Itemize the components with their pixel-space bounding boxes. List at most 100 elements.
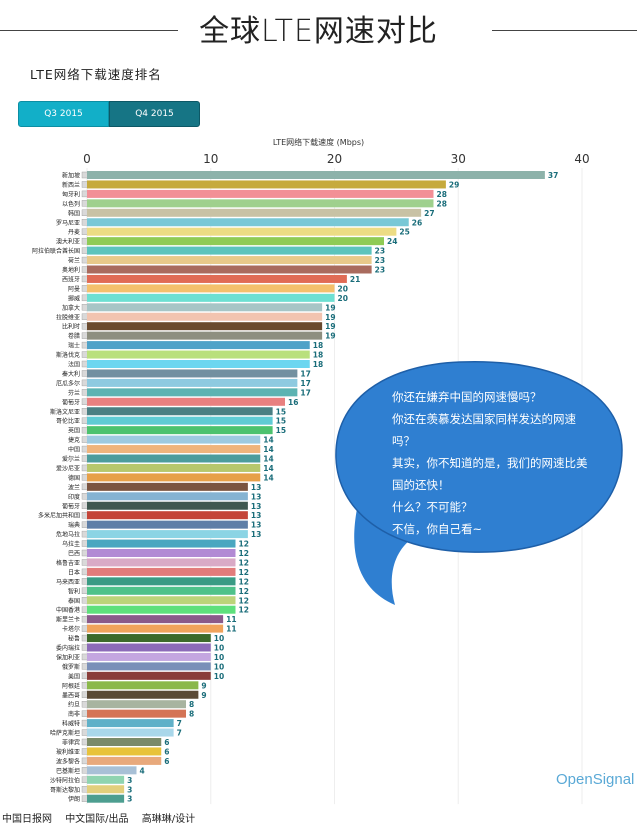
bar — [87, 189, 434, 198]
country-label: 爱沙尼亚 — [56, 464, 80, 472]
country-label: 阿拉伯联合酋长国 — [32, 247, 80, 255]
bar — [87, 369, 298, 378]
value-label: 15 — [276, 426, 286, 435]
bar — [87, 237, 384, 246]
country-label: 比利时 — [62, 323, 80, 331]
country-label: 荷兰 — [68, 257, 80, 265]
value-label: 13 — [251, 502, 261, 511]
value-label: 10 — [214, 644, 224, 653]
value-label: 14 — [263, 464, 273, 473]
country-label: 匈牙利 — [62, 190, 80, 198]
country-label: 巴基斯坦 — [56, 767, 80, 775]
bar — [87, 549, 236, 557]
bar — [87, 624, 224, 633]
bar — [87, 435, 261, 444]
bubble-line: 吗？ — [392, 434, 415, 448]
bar — [87, 492, 248, 501]
country-label: 葡萄牙 — [62, 502, 80, 510]
country-label: 沙特阿拉伯 — [50, 776, 80, 784]
bar — [87, 416, 273, 425]
country-label: 斯洛文尼亚 — [50, 408, 80, 416]
country-label: 泰国 — [68, 597, 80, 605]
bar — [87, 756, 162, 765]
bar — [87, 473, 261, 482]
value-label: 20 — [338, 284, 348, 293]
country-label: 韩国 — [68, 209, 80, 217]
value-label: 17 — [300, 369, 310, 378]
value-label: 13 — [251, 483, 261, 492]
bar — [87, 171, 545, 179]
value-label: 10 — [214, 653, 224, 662]
bar — [87, 738, 162, 746]
country-label: 澳大利亚 — [56, 238, 80, 246]
bar — [87, 227, 397, 236]
bar — [87, 671, 211, 680]
country-label: 伊朗 — [68, 795, 80, 803]
country-label: 格鲁吉亚 — [56, 559, 80, 567]
value-label: 19 — [325, 322, 335, 331]
bar — [87, 246, 372, 255]
bar — [87, 662, 211, 671]
value-label: 15 — [276, 417, 286, 426]
tab-q4-2015[interactable]: Q4 2015 — [109, 101, 200, 127]
country-label: 新西兰 — [62, 181, 80, 189]
value-label: 12 — [239, 558, 249, 567]
country-label: 中国香港 — [56, 606, 80, 614]
value-label: 17 — [300, 388, 310, 397]
value-label: 20 — [338, 294, 348, 303]
country-label: 多米尼加共和国 — [38, 512, 80, 520]
footer-producer: 中文国际/出品 — [65, 814, 129, 825]
bar — [87, 218, 409, 227]
value-label: 6 — [164, 738, 169, 747]
value-label: 29 — [449, 180, 459, 189]
value-label: 19 — [325, 332, 335, 341]
value-label: 25 — [399, 228, 409, 237]
value-label: 16 — [288, 398, 298, 407]
value-label: 6 — [164, 757, 169, 766]
country-label: 挪威 — [68, 294, 80, 302]
value-label: 28 — [437, 190, 447, 199]
bar — [87, 378, 298, 387]
country-label: 新加坡 — [62, 172, 80, 180]
value-label: 12 — [239, 596, 249, 605]
bar — [87, 615, 224, 624]
bar — [87, 605, 236, 614]
bar — [87, 690, 199, 699]
value-label: 12 — [239, 549, 249, 558]
country-label: 奥地利 — [62, 266, 80, 274]
x-tick-label: 40 — [574, 152, 589, 166]
value-label: 9 — [201, 691, 206, 700]
country-label: 葡萄牙 — [62, 398, 80, 406]
chart-subtitle: LTE网络下载速度排名 — [30, 67, 162, 82]
value-label: 12 — [239, 540, 249, 549]
country-label: 危地马拉 — [56, 531, 80, 539]
bar — [87, 700, 186, 709]
bar — [87, 463, 261, 472]
country-label: 瑞典 — [68, 521, 80, 529]
bar — [87, 293, 335, 302]
speech-bubble-tail — [354, 495, 410, 605]
bar — [87, 719, 174, 728]
value-label: 12 — [239, 606, 249, 615]
x-tick-label: 0 — [83, 152, 91, 166]
value-label: 21 — [350, 275, 360, 284]
value-label: 18 — [313, 341, 323, 350]
bar — [87, 265, 372, 274]
bar — [87, 284, 335, 293]
bar — [87, 747, 162, 756]
country-label: 罗马尼亚 — [56, 219, 80, 227]
bar — [87, 360, 310, 368]
value-label: 14 — [263, 436, 273, 445]
value-label: 12 — [239, 587, 249, 596]
country-label: 德国 — [68, 474, 80, 482]
speech-bubble-text: 你还在嫌弃中国的网速慢吗？ 你还在羡慕发达国家同样发达的网速 吗？ 其实，你不知… — [392, 386, 632, 540]
value-label: 6 — [164, 747, 169, 756]
value-label: 11 — [226, 625, 236, 634]
value-label: 14 — [263, 455, 273, 464]
bubble-line: 你还在嫌弃中国的网速慢吗？ — [392, 390, 542, 404]
value-label: 23 — [375, 256, 385, 265]
tab-q3-2015[interactable]: Q3 2015 — [18, 101, 109, 127]
footer-source: 中国日报网 — [2, 814, 52, 825]
country-label: 芬兰 — [68, 389, 80, 397]
country-label: 加拿大 — [62, 304, 80, 312]
